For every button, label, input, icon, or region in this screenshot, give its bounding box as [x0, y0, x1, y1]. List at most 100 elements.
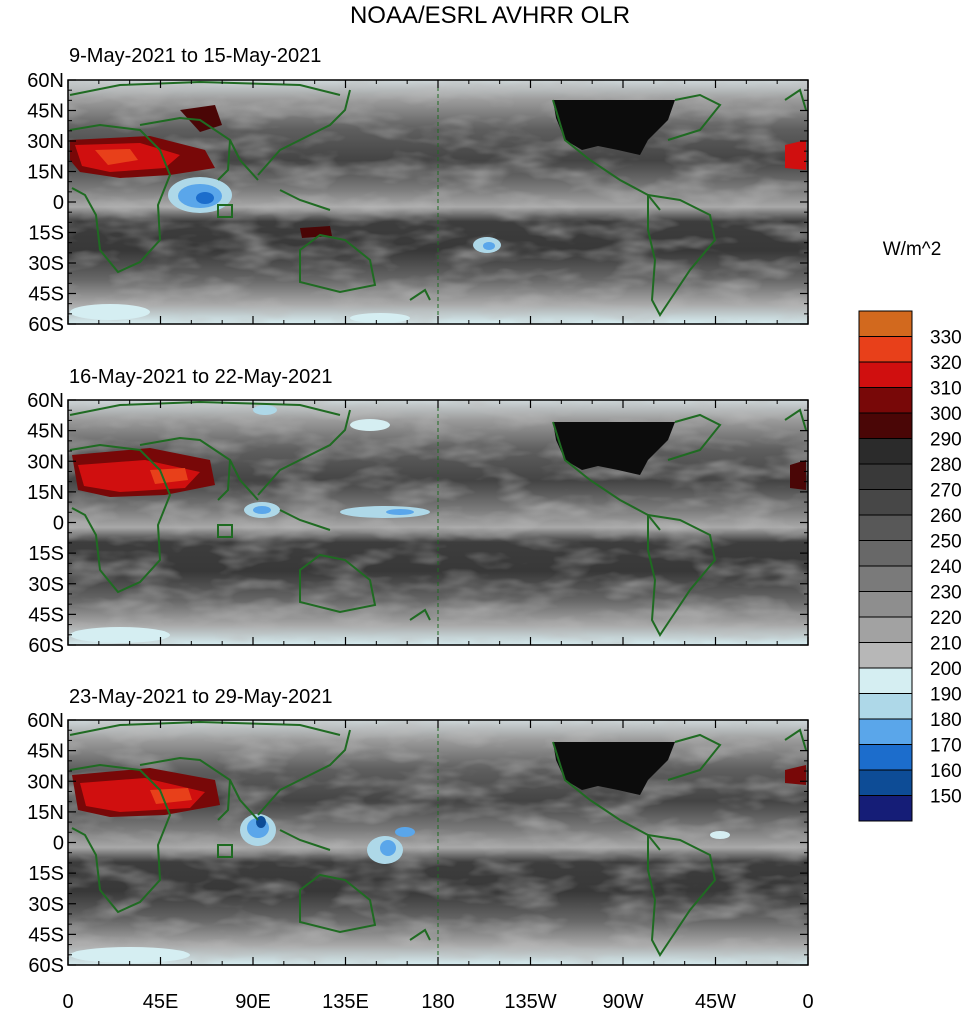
colorbar-swatch [858, 616, 913, 643]
colorbar-level-label: 290 [930, 430, 962, 451]
lat-tick-label: 15N [27, 482, 64, 504]
colorbar-level-label: 220 [930, 608, 962, 629]
colorbar-level-label: 270 [930, 481, 962, 502]
colorbar-swatch [858, 769, 913, 796]
map-panel-3: 23-May-2021 to 29-May-2021 [27, 686, 809, 977]
lat-tick-label: 45S [28, 924, 64, 946]
deep-convection-patches [70, 177, 501, 323]
lon-tick-label: 0 [62, 991, 73, 1013]
colorbar-level-label: 250 [930, 532, 962, 553]
usa-mask [553, 422, 675, 475]
lat-tick-label: 15S [28, 543, 64, 565]
colorbar: 330 320 310 300 290 280 270 260 250 240 230 220 210 2… [858, 310, 962, 822]
lat-tick-label: 45N [27, 421, 64, 443]
lon-tick-label: 45W [695, 991, 736, 1013]
lat-tick-label: 15N [27, 162, 64, 184]
colorbar-swatch [858, 387, 913, 414]
lon-tick-label: 45E [143, 991, 179, 1013]
usa-mask [553, 100, 675, 155]
map-panel-1: 9-May-2021 to 15-May-2021 [27, 45, 809, 336]
units-label: W/m^2 [883, 239, 942, 260]
lon-tick-label: 90E [235, 991, 271, 1013]
figure-title: NOAA/ESRL AVHRR OLR [350, 2, 630, 29]
lat-tick-label: 45S [28, 284, 64, 306]
lat-tick-label: 60S [28, 314, 64, 336]
colorbar-swatch [858, 693, 913, 720]
usa-mask [553, 742, 675, 795]
deep-convection-patches [70, 814, 730, 963]
desert-red-patches [72, 448, 806, 497]
map-panel-2: 16-May-2021 to 22-May-2021 [27, 366, 809, 657]
lon-tick-label: 180 [421, 991, 454, 1013]
colorbar-level-label: 260 [930, 506, 962, 527]
lon-axis: 0 45E 90E 135E 180 135W 90W 45W 0 [62, 80, 814, 1013]
lat-axis: 60N 45N 30N 15N 0 15S 30S 45S 60S [27, 390, 808, 657]
lat-tick-label: 30S [28, 894, 64, 916]
map-frame [67, 79, 809, 325]
lat-axis: 60N 45N 30N 15N 0 15S 30S 45S 60S [27, 70, 808, 336]
colorbar-swatch [858, 463, 913, 490]
lat-tick-label: 30N [27, 771, 64, 793]
colorbar-swatch [858, 489, 913, 516]
colorbar-level-label: 180 [930, 710, 962, 731]
colorbar-swatch [858, 591, 913, 618]
colorbar-level-label: 210 [930, 634, 962, 655]
lat-tick-label: 30S [28, 253, 64, 275]
map-frame [67, 719, 809, 966]
map-frame [67, 399, 809, 646]
colorbar-level-label: 330 [930, 328, 962, 349]
lat-tick-label: 60N [27, 70, 64, 92]
coastlines [69, 80, 807, 317]
desert-red-patches [70, 105, 806, 238]
colorbar-swatch [858, 565, 913, 592]
colorbar-level-label: 190 [930, 685, 962, 706]
colorbar-swatch [858, 642, 913, 669]
panel-period-label: 9-May-2021 to 15-May-2021 [69, 45, 321, 67]
lat-tick-label: 45N [27, 101, 64, 123]
colorbar-swatch [858, 744, 913, 771]
colorbar-level-label: 170 [930, 736, 962, 757]
lat-tick-label: 60S [28, 635, 64, 657]
deep-convection-patches [70, 405, 430, 643]
colorbar-level-label: 150 [930, 787, 962, 808]
colorbar-level-label: 320 [930, 353, 962, 374]
lat-tick-label: 30N [27, 131, 64, 153]
lat-tick-label: 45N [27, 741, 64, 763]
panel-period-label: 23-May-2021 to 29-May-2021 [69, 686, 332, 708]
colorbar-swatch [858, 412, 913, 439]
colorbar-swatch [858, 667, 913, 694]
lat-tick-label: 15S [28, 223, 64, 245]
lon-tick-label: 0 [802, 991, 813, 1013]
colorbar-level-label: 300 [930, 404, 962, 425]
colorbar-level-label: 240 [930, 557, 962, 578]
colorbar-swatch [858, 336, 913, 363]
colorbar-swatch [858, 514, 913, 541]
lat-tick-label: 0 [53, 513, 64, 535]
colorbar-level-label: 200 [930, 659, 962, 680]
colorbar-swatch [858, 795, 913, 822]
lat-tick-label: 15S [28, 863, 64, 885]
colorbar-swatch [858, 438, 913, 465]
lon-tick-label: 90W [602, 991, 643, 1013]
colorbar-level-label: 230 [930, 583, 962, 604]
panel-period-label: 16-May-2021 to 22-May-2021 [69, 366, 332, 388]
colorbar-level-label: 280 [930, 455, 962, 476]
colorbar-level-label: 160 [930, 761, 962, 782]
lat-tick-label: 30S [28, 574, 64, 596]
lat-tick-label: 45S [28, 604, 64, 626]
colorbar-swatch [858, 718, 913, 745]
lat-axis: 60N 45N 30N 15N 0 15S 30S 45S 60S [27, 710, 808, 977]
colorbar-swatch [858, 361, 913, 388]
lat-tick-label: 30N [27, 451, 64, 473]
lat-tick-label: 60N [27, 390, 64, 412]
coastlines [69, 720, 807, 957]
desert-red-patches [72, 765, 806, 817]
colorbar-swatch [858, 540, 913, 567]
lat-tick-label: 15N [27, 802, 64, 824]
coastlines [69, 400, 807, 637]
lat-tick-label: 0 [53, 192, 64, 214]
colorbar-swatch [858, 310, 913, 337]
lon-tick-label: 135W [504, 991, 556, 1013]
lat-tick-label: 0 [53, 833, 64, 855]
